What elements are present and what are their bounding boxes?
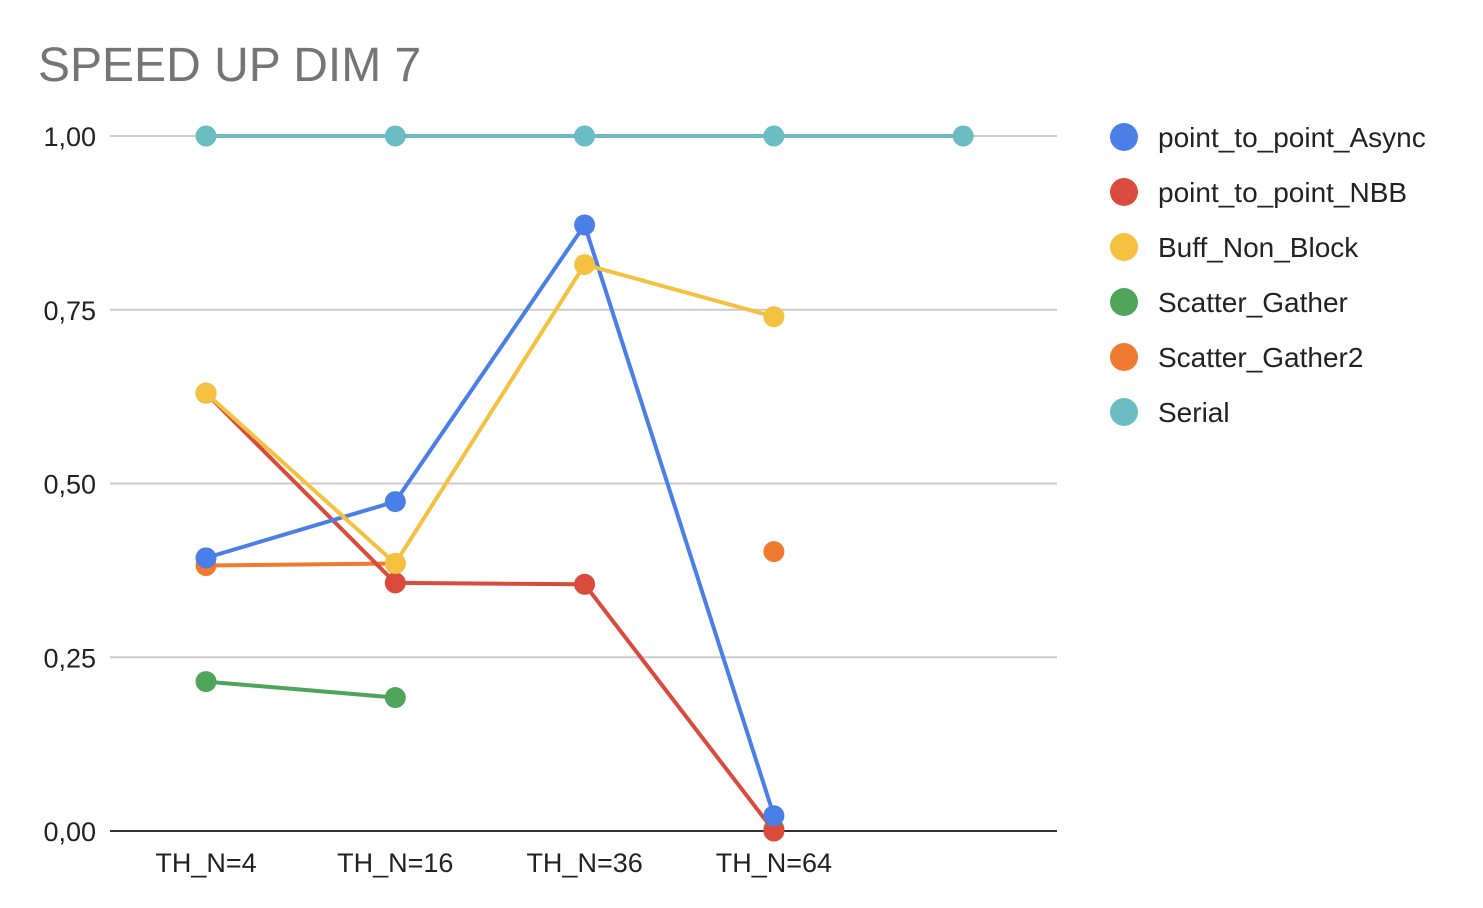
series-line-segment bbox=[393, 262, 587, 566]
legend-marker bbox=[1110, 233, 1138, 261]
series-point_to_point_NBB bbox=[195, 382, 785, 842]
chart-title: SPEED UP DIM 7 bbox=[38, 39, 422, 92]
series-line-segment bbox=[204, 499, 398, 560]
data-point bbox=[763, 306, 785, 328]
series-line-segment bbox=[204, 561, 398, 568]
legend-item: Scatter_Gather bbox=[1110, 287, 1348, 318]
data-point bbox=[195, 382, 217, 404]
series-line-segment bbox=[204, 391, 398, 566]
data-point bbox=[763, 805, 785, 827]
legend-marker bbox=[1110, 178, 1138, 206]
x-tick-label: TH_N=4 bbox=[155, 848, 256, 878]
data-point bbox=[574, 254, 596, 276]
series-Scatter_Gather bbox=[195, 671, 785, 840]
y-tick-label: 0,00 bbox=[43, 817, 96, 847]
series-line-segment bbox=[582, 222, 776, 818]
legend-marker bbox=[1110, 288, 1138, 316]
legend-label: Scatter_Gather2 bbox=[1158, 342, 1363, 373]
series-lines bbox=[195, 125, 974, 842]
data-point bbox=[574, 125, 596, 147]
x-tick-label: TH_N=64 bbox=[716, 848, 832, 878]
data-point bbox=[574, 573, 596, 595]
legend: point_to_point_Async point_to_point_NBB Bu… bbox=[1110, 122, 1426, 428]
legend-item: Buff_Non_Block bbox=[1110, 232, 1359, 263]
data-point bbox=[763, 541, 785, 563]
series-Serial bbox=[195, 125, 974, 147]
series-line-segment bbox=[393, 580, 587, 587]
legend-label: Buff_Non_Block bbox=[1158, 232, 1359, 263]
legend-item: point_to_point_Async bbox=[1110, 122, 1426, 153]
data-point bbox=[384, 552, 406, 574]
legend-label: point_to_point_NBB bbox=[1158, 177, 1407, 208]
data-point bbox=[195, 671, 217, 693]
y-tick-label: 1,00 bbox=[43, 122, 96, 152]
legend-label: point_to_point_Async bbox=[1158, 122, 1426, 153]
data-point bbox=[384, 687, 406, 709]
data-point bbox=[384, 572, 406, 594]
data-point bbox=[384, 491, 406, 513]
data-point bbox=[952, 125, 974, 147]
data-point bbox=[763, 820, 785, 842]
series-Buff_Non_Block bbox=[195, 254, 785, 574]
y-tick-label: 0,75 bbox=[43, 296, 96, 326]
legend-item: point_to_point_NBB bbox=[1110, 177, 1407, 208]
x-tick-label: TH_N=36 bbox=[526, 848, 642, 878]
series-line-segment bbox=[204, 679, 398, 700]
series-line-segment bbox=[582, 582, 776, 833]
data-point bbox=[384, 125, 406, 147]
series-point_to_point_Async bbox=[195, 214, 785, 827]
legend-item: Serial bbox=[1110, 397, 1230, 428]
x-tick-label: TH_N=16 bbox=[337, 848, 453, 878]
series-line-segment bbox=[204, 391, 398, 585]
y-tick-label: 0,25 bbox=[43, 643, 96, 673]
legend-marker bbox=[1110, 398, 1138, 426]
data-point bbox=[574, 214, 596, 236]
series-line-segment bbox=[582, 262, 776, 319]
legend-marker bbox=[1110, 123, 1138, 151]
series-line-segment bbox=[393, 222, 587, 504]
legend-item: Scatter_Gather2 bbox=[1110, 342, 1363, 373]
data-point bbox=[195, 125, 217, 147]
data-point bbox=[763, 125, 785, 147]
legend-label: Scatter_Gather bbox=[1158, 287, 1348, 318]
legend-label: Serial bbox=[1158, 397, 1230, 428]
y-tick-label: 0,50 bbox=[43, 470, 96, 500]
axes: 0,00 0,25 0,50 0,75 1,00 TH_N=4 TH_N=16 TH_N=36… bbox=[43, 122, 1057, 878]
legend-marker bbox=[1110, 343, 1138, 371]
data-point bbox=[195, 547, 217, 569]
